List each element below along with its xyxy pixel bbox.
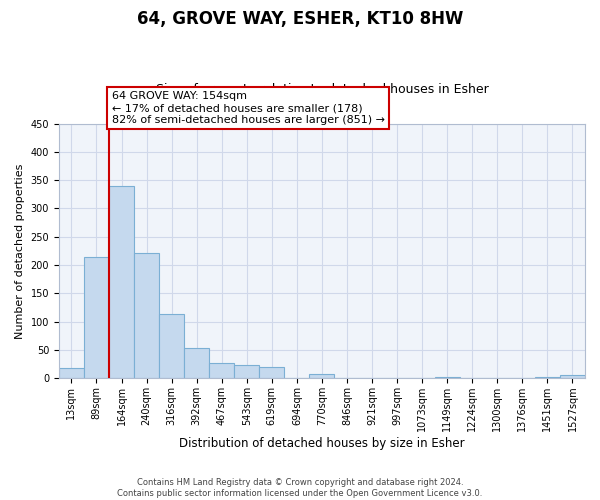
Text: 64, GROVE WAY, ESHER, KT10 8HW: 64, GROVE WAY, ESHER, KT10 8HW [137, 10, 463, 28]
Bar [159, 314, 184, 378]
Bar [84, 256, 109, 378]
Bar [184, 348, 209, 378]
Text: 64 GROVE WAY: 154sqm
← 17% of detached houses are smaller (178)
82% of semi-deta: 64 GROVE WAY: 154sqm ← 17% of detached h… [112, 92, 385, 124]
Y-axis label: Number of detached properties: Number of detached properties [15, 163, 25, 338]
Bar [209, 364, 234, 378]
Bar [134, 252, 159, 378]
Bar [310, 374, 334, 378]
Bar [259, 367, 284, 378]
Text: Contains HM Land Registry data © Crown copyright and database right 2024.
Contai: Contains HM Land Registry data © Crown c… [118, 478, 482, 498]
Bar [535, 377, 560, 378]
Bar [434, 377, 460, 378]
Title: Size of property relative to detached houses in Esher: Size of property relative to detached ho… [155, 83, 488, 96]
Bar [234, 364, 259, 378]
Bar [560, 376, 585, 378]
Bar [59, 368, 84, 378]
Bar [109, 186, 134, 378]
X-axis label: Distribution of detached houses by size in Esher: Distribution of detached houses by size … [179, 437, 465, 450]
